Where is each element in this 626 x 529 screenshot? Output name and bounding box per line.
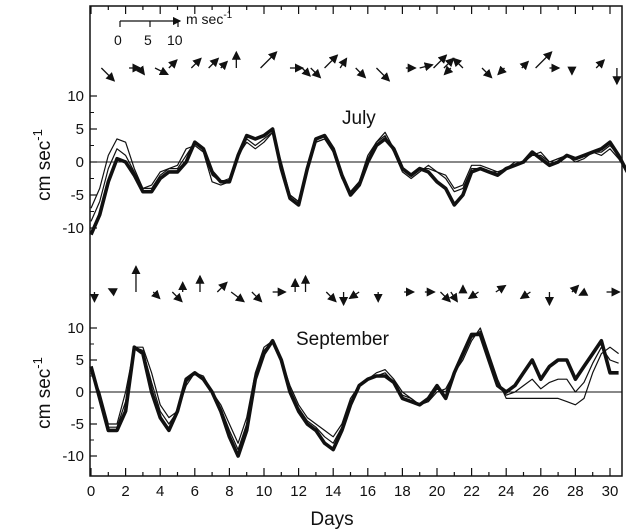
september-wind-vector — [107, 288, 118, 297]
x-tick-label: 16 — [359, 483, 376, 500]
wind-scale-tick-0: 0 — [114, 32, 122, 48]
july-y-tick-label: 0 — [76, 154, 84, 171]
panel-title-september: September — [296, 329, 390, 350]
july-wind-vector — [338, 57, 348, 69]
september-wind-vector — [171, 291, 183, 303]
september-wind-vector — [495, 284, 507, 294]
panel-title-july: July — [342, 108, 376, 129]
x-tick-label: 8 — [225, 483, 233, 500]
september-wind-vector — [348, 290, 360, 300]
september-series-line-3 — [90, 330, 619, 451]
september-wind-vector — [467, 290, 479, 300]
september-y-tick-label: 10 — [67, 320, 84, 337]
july-wind-vector — [208, 57, 220, 69]
september-y-tick-label: 0 — [76, 384, 84, 401]
july-wind-vector — [419, 62, 434, 72]
x-tick-label: 28 — [567, 483, 584, 500]
july-series-line-3 — [90, 131, 626, 222]
x-tick-label: 30 — [602, 483, 619, 500]
x-tick-label: 26 — [532, 483, 549, 500]
july-wind-vector — [154, 66, 169, 75]
july-wind-vector — [443, 57, 455, 69]
september-y-tick-label: -10 — [62, 448, 84, 465]
july-wind-vector — [481, 67, 493, 79]
september-wind-vector — [251, 291, 263, 303]
july-wind-vector — [190, 57, 202, 69]
july-wind-vector — [324, 54, 339, 69]
september-wind-vector — [449, 291, 458, 303]
x-tick-label: 14 — [325, 483, 342, 500]
x-tick-label: 4 — [156, 483, 164, 500]
july-wind-vector — [310, 67, 322, 79]
september-wind-vector — [325, 291, 337, 303]
july-wind-vector — [519, 60, 530, 71]
july-y-tick-label: -5 — [71, 187, 84, 204]
september-wind-vector — [150, 289, 161, 300]
july-wind-vector — [443, 65, 454, 76]
july-wind-vector — [452, 57, 464, 69]
x-tick-label: 10 — [256, 483, 273, 500]
x-tick-label: 24 — [498, 483, 515, 500]
x-tick-label: 6 — [191, 483, 199, 500]
july-wind-vector — [218, 60, 229, 71]
july-wind-vector — [535, 51, 553, 69]
july-wind-vector — [168, 59, 178, 69]
x-tick-label: 20 — [429, 483, 446, 500]
september-wind-vector — [519, 290, 531, 300]
september-y-tick-label: -5 — [71, 416, 84, 433]
x-tick-label: 0 — [87, 483, 95, 500]
july-series-line-1 — [89, 127, 626, 236]
x-tick-label: 12 — [290, 483, 307, 500]
july-y-tick-label: 10 — [67, 88, 84, 105]
july-wind-vector — [135, 65, 146, 76]
september-wind-vector — [230, 291, 245, 303]
wind-scale-tick-10: 10 — [167, 32, 183, 48]
x-tick-label: 18 — [394, 483, 411, 500]
july-wind-vector — [301, 67, 311, 77]
july-wind-vector — [100, 67, 116, 82]
y-axis-label-september: cm sec-1 — [30, 357, 55, 429]
wind-scale-unit: m sec-1 — [186, 10, 233, 27]
july-y-tick-label: -10 — [62, 220, 84, 237]
x-tick-label: 22 — [463, 483, 480, 500]
september-wind-vector — [569, 284, 580, 295]
september-wind-vector — [578, 287, 589, 296]
x-axis-label: Days — [310, 509, 353, 529]
july-wind-vector — [497, 65, 507, 76]
wind-speed-scale: 0 5 10 m sec-1 — [114, 10, 233, 48]
september-wind-vector — [440, 291, 451, 303]
july-wind-vector — [595, 59, 606, 69]
y-axis-label-july: cm sec-1 — [30, 129, 55, 201]
july-wind-vector — [375, 67, 391, 82]
x-tick-label: 2 — [121, 483, 129, 500]
july-wind-vector — [433, 54, 448, 69]
july-y-tick-label: 5 — [76, 121, 84, 138]
july-wind-vector — [355, 67, 367, 79]
july-wind-vector — [260, 51, 278, 69]
wind-scale-tick-5: 5 — [144, 32, 152, 48]
september-series-line-1 — [89, 332, 619, 458]
september-y-tick-label: 5 — [76, 352, 84, 369]
plot-frame — [89, 5, 623, 477]
september-wind-vector — [216, 281, 228, 293]
